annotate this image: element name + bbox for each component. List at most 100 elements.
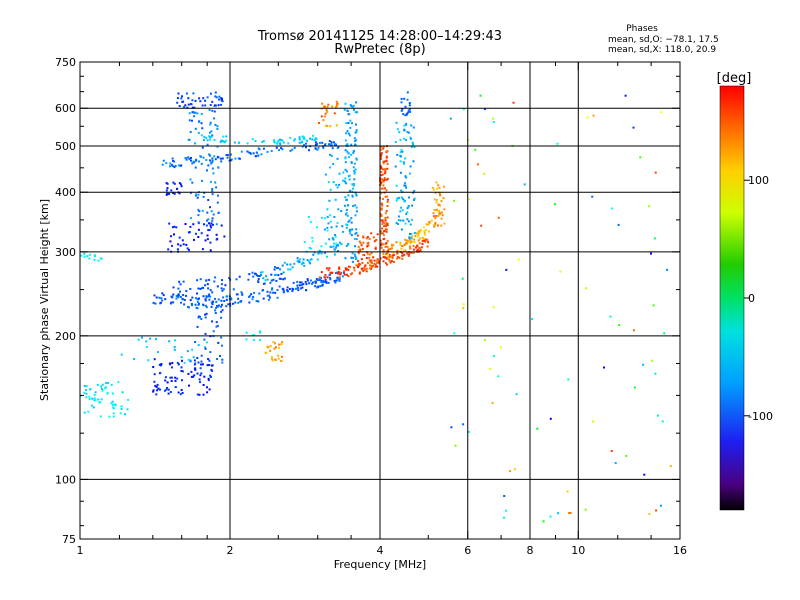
data-point xyxy=(351,183,354,186)
data-point xyxy=(450,426,453,429)
data-point xyxy=(162,159,165,162)
data-point xyxy=(215,96,218,99)
data-point xyxy=(402,161,405,163)
data-point xyxy=(337,208,340,211)
data-point xyxy=(196,393,199,396)
data-point xyxy=(276,296,279,299)
data-point xyxy=(247,151,250,154)
data-point xyxy=(408,102,411,104)
data-point xyxy=(435,215,438,218)
data-point xyxy=(347,268,350,271)
data-point xyxy=(381,219,384,222)
data-point xyxy=(275,346,277,349)
data-point xyxy=(386,167,389,170)
data-point xyxy=(336,276,339,279)
data-point xyxy=(381,243,384,246)
data-point xyxy=(289,268,292,271)
data-point xyxy=(180,97,183,100)
data-point xyxy=(361,248,364,250)
data-point xyxy=(185,92,188,95)
data-point xyxy=(351,228,354,231)
data-point xyxy=(332,238,335,241)
data-point xyxy=(407,205,410,208)
data-point xyxy=(379,239,382,242)
data-point xyxy=(248,296,251,298)
data-point xyxy=(354,204,357,207)
data-point xyxy=(382,249,385,252)
data-point xyxy=(218,304,220,307)
data-point xyxy=(305,146,307,149)
data-point xyxy=(169,165,172,168)
data-point xyxy=(332,163,335,165)
data-point xyxy=(199,287,202,290)
data-point xyxy=(222,135,225,138)
data-point xyxy=(220,305,223,308)
data-point xyxy=(202,393,205,396)
data-point xyxy=(209,206,211,209)
data-point xyxy=(268,294,271,297)
data-point xyxy=(387,248,390,251)
data-point xyxy=(409,223,412,226)
data-point xyxy=(321,141,324,144)
data-point xyxy=(411,141,414,144)
data-point xyxy=(202,139,205,142)
data-point xyxy=(201,209,204,212)
data-point xyxy=(650,252,652,255)
data-point xyxy=(386,245,389,248)
data-point xyxy=(403,243,406,246)
data-point xyxy=(331,271,334,274)
data-point xyxy=(334,235,337,238)
data-point xyxy=(251,298,254,301)
data-point xyxy=(413,232,416,234)
data-point xyxy=(368,256,371,259)
data-point xyxy=(438,186,441,189)
data-point xyxy=(164,298,167,301)
data-point xyxy=(226,154,229,157)
data-point xyxy=(326,255,328,258)
data-point xyxy=(208,298,211,301)
data-point xyxy=(187,248,190,251)
data-point xyxy=(189,225,192,228)
data-point xyxy=(523,183,526,186)
data-point xyxy=(158,296,161,299)
data-point xyxy=(270,273,273,276)
data-point xyxy=(406,252,409,255)
data-point xyxy=(254,140,257,143)
data-point xyxy=(198,393,201,396)
data-point xyxy=(318,141,321,144)
data-point xyxy=(187,358,190,361)
data-point xyxy=(344,139,347,142)
data-point xyxy=(197,315,200,318)
data-point xyxy=(327,269,330,272)
data-point xyxy=(186,350,189,353)
data-point xyxy=(214,123,217,126)
data-point xyxy=(183,361,186,364)
data-point xyxy=(225,135,228,138)
data-point xyxy=(385,159,388,162)
data-point xyxy=(147,359,150,362)
data-point xyxy=(199,278,202,281)
data-point xyxy=(200,363,202,366)
data-point xyxy=(314,285,317,288)
data-point xyxy=(320,281,323,284)
data-point xyxy=(392,244,395,247)
data-point xyxy=(171,244,173,247)
data-point xyxy=(194,194,197,197)
data-point xyxy=(309,220,312,223)
data-point xyxy=(399,151,402,154)
data-point xyxy=(214,297,216,300)
data-point xyxy=(325,280,328,283)
data-point xyxy=(210,92,212,95)
data-point xyxy=(432,215,435,218)
data-point xyxy=(245,331,248,334)
data-point xyxy=(190,191,192,194)
y-tick-label: 400 xyxy=(55,186,76,199)
data-point xyxy=(206,364,209,367)
y-tick-label: 750 xyxy=(55,56,76,69)
data-point xyxy=(211,219,214,222)
data-point xyxy=(362,235,365,238)
data-point xyxy=(330,226,333,229)
data-point xyxy=(278,277,281,280)
data-point xyxy=(206,169,208,172)
data-point xyxy=(126,408,129,411)
